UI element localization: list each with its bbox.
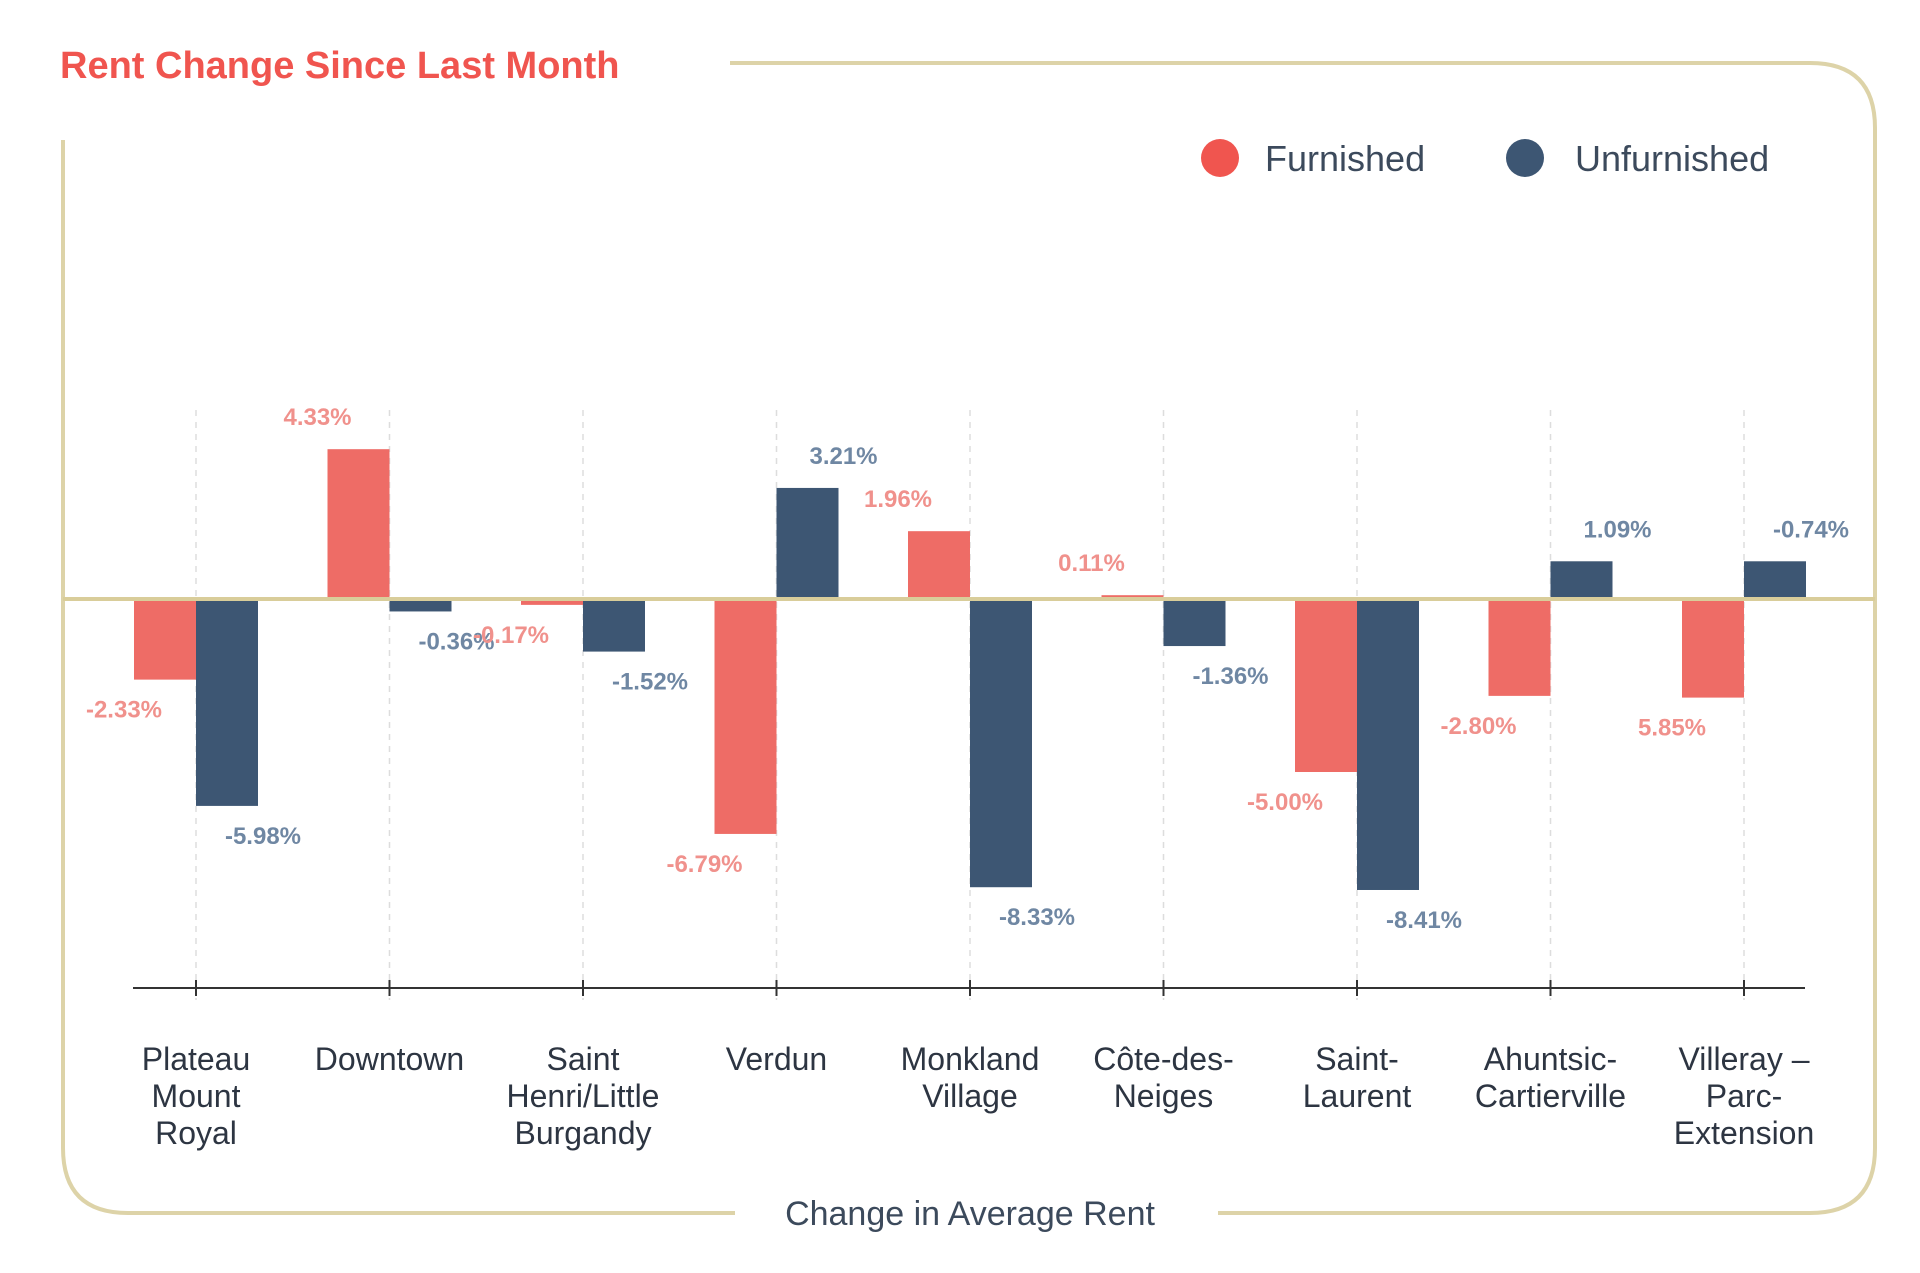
category-label-line: Henri/Little — [507, 1078, 660, 1114]
category-label: Ahuntsic-Cartierville — [1475, 1041, 1626, 1114]
category-label: Saint Henri/Little Burgandy — [507, 1041, 660, 1151]
legend: Furnished Unfurnished — [1201, 138, 1769, 179]
category-label-line: Côte-des- — [1093, 1041, 1234, 1077]
bar-furnished — [1295, 599, 1357, 772]
bar-furnished — [521, 599, 583, 605]
bar-unfurnished — [583, 599, 645, 652]
category-label: Verdun — [726, 1041, 827, 1077]
chart-frame — [730, 61, 1877, 1215]
data-labels: -2.33% -5.98% 4.33% -0.36%-0.17% -1.52% -6.79… — [86, 404, 1849, 934]
data-label-furnished: -0.17% — [473, 622, 549, 649]
category-label-line: Parc- — [1706, 1078, 1782, 1114]
data-label-furnished: -2.80% — [1440, 713, 1516, 740]
category-label: Plateau Mount Royal — [142, 1041, 251, 1151]
data-label-unfurnished: -8.41% — [1386, 907, 1462, 934]
category-label-line: Downtown — [315, 1041, 464, 1077]
category-labels: Plateau Mount Royal Downtown Saint Henri/Litt… — [142, 1041, 1815, 1151]
category-label-line: Ahuntsic- — [1484, 1041, 1617, 1077]
bar-unfurnished — [1550, 561, 1613, 599]
chart-frame-left — [61, 140, 735, 1215]
data-label-unfurnished: 3.21% — [809, 443, 877, 470]
bar-unfurnished — [196, 599, 258, 806]
category-label-line: Saint — [547, 1041, 620, 1077]
data-label-unfurnished: -0.36% — [418, 628, 494, 655]
bar-unfurnished — [1357, 599, 1419, 890]
bar-unfurnished — [776, 487, 839, 599]
legend-swatch-unfurnished — [1506, 139, 1544, 177]
bar-unfurnished — [970, 599, 1032, 888]
bar-furnished — [908, 531, 970, 599]
data-label-furnished: -6.79% — [666, 851, 742, 878]
bar-furnished — [327, 449, 390, 599]
bar-furnished — [134, 599, 196, 680]
category-label-line: Cartierville — [1475, 1078, 1626, 1114]
bar-unfurnished — [1744, 561, 1806, 599]
x-axis-title: Change in Average Rent — [785, 1195, 1155, 1233]
bar-unfurnished — [389, 599, 452, 612]
category-label-line: Villeray – — [1678, 1041, 1809, 1077]
category-label-line: Village — [922, 1078, 1017, 1114]
data-label-unfurnished: 1.09% — [1583, 516, 1651, 543]
category-label-line: Extension — [1674, 1115, 1815, 1151]
category-label: Côte-des-Neiges — [1093, 1041, 1234, 1114]
data-label-unfurnished: -1.36% — [1192, 663, 1268, 690]
data-label-furnished: 4.33% — [283, 404, 351, 431]
bar-furnished — [714, 599, 777, 834]
legend-label-furnished: Furnished — [1265, 138, 1425, 179]
bar-furnished — [1682, 599, 1744, 698]
bar-furnished — [1488, 599, 1551, 696]
data-label-unfurnished: -1.52% — [612, 669, 688, 696]
category-label-line: Laurent — [1303, 1078, 1412, 1114]
category-label-line: Royal — [155, 1115, 237, 1151]
x-axis — [133, 980, 1805, 996]
category-label-line: Verdun — [726, 1041, 827, 1077]
bar-unfurnished — [1163, 599, 1226, 647]
category-label-line: Neiges — [1114, 1078, 1214, 1114]
category-label: Downtown — [315, 1041, 464, 1077]
data-label-unfurnished: -8.33% — [999, 904, 1075, 931]
data-label-furnished: 5.85% — [1638, 715, 1706, 742]
category-label-line: Plateau — [142, 1041, 251, 1077]
data-label-furnished: -5.00% — [1247, 789, 1323, 816]
category-label-line: Mount — [152, 1078, 241, 1114]
category-label-line: Saint- — [1315, 1041, 1399, 1077]
data-label-furnished: 0.11% — [1058, 550, 1125, 577]
category-label: Saint-Laurent — [1303, 1041, 1412, 1114]
data-label-furnished: 1.96% — [864, 486, 932, 513]
category-label: Villeray – Parc-Extension — [1674, 1041, 1815, 1151]
legend-label-unfurnished: Unfurnished — [1575, 138, 1769, 179]
legend-swatch-furnished — [1201, 139, 1239, 177]
data-label-unfurnished: -0.74% — [1773, 516, 1849, 543]
data-label-unfurnished: -5.98% — [225, 823, 301, 850]
bars — [134, 449, 1806, 890]
chart-title: Rent Change Since Last Month — [60, 45, 619, 87]
category-label: Monkland Village — [901, 1041, 1040, 1114]
category-label-line: Monkland — [901, 1041, 1040, 1077]
data-label-furnished: -2.33% — [86, 697, 162, 724]
category-label-line: Burgandy — [515, 1115, 652, 1151]
